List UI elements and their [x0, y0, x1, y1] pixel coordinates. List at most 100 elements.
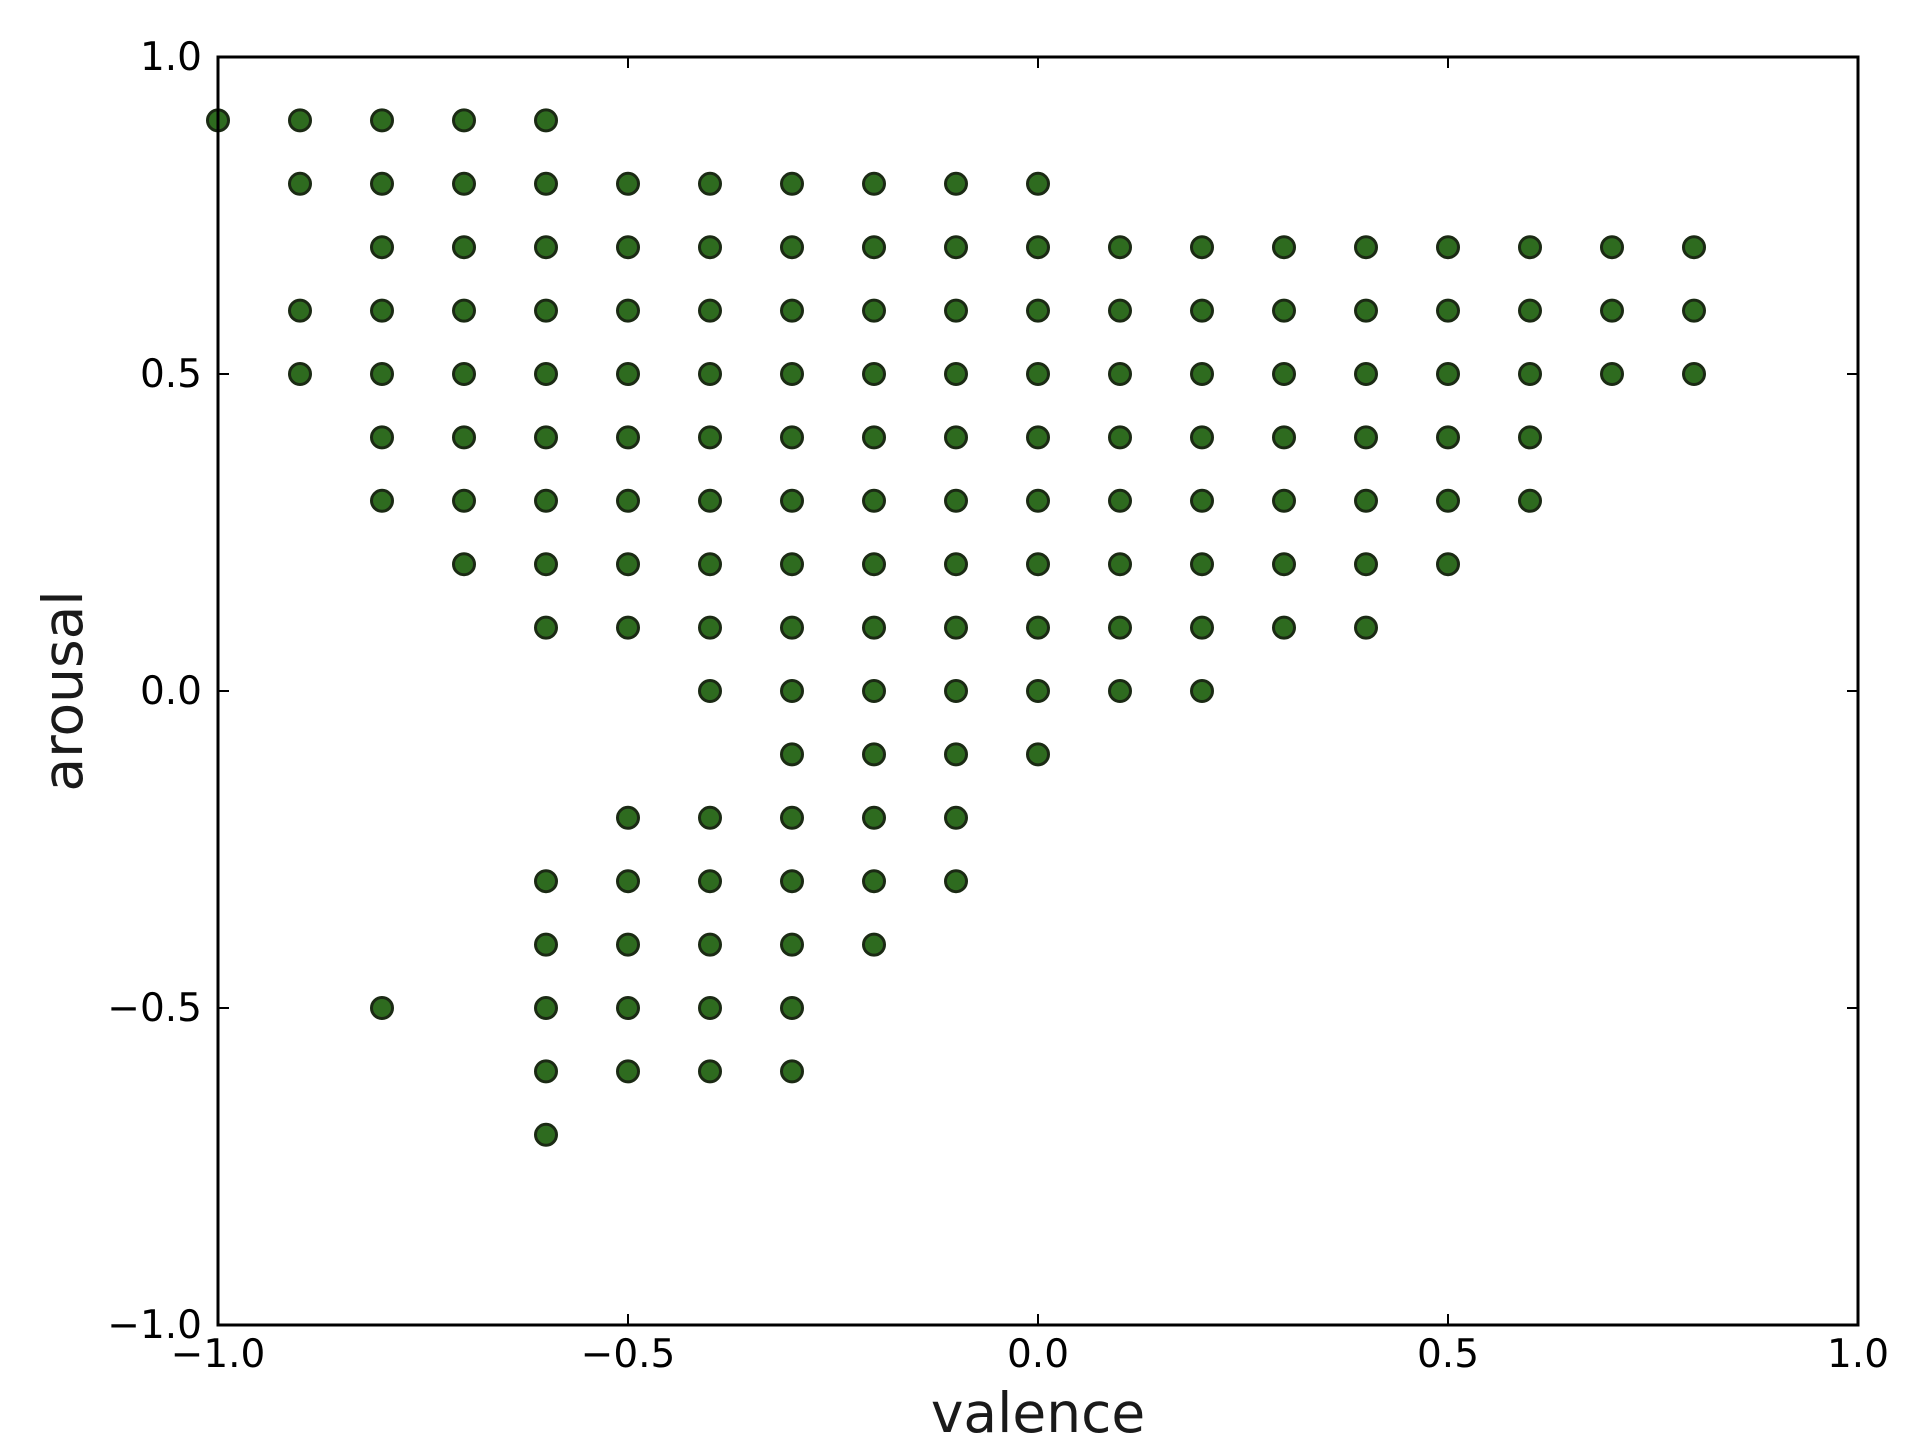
data-point [1436, 235, 1460, 260]
x-tick-label: 1.0 [1827, 1332, 1889, 1377]
data-point [698, 552, 722, 577]
data-point [288, 171, 312, 196]
data-point [1354, 425, 1378, 450]
data-point [1026, 488, 1050, 513]
data-point [616, 171, 640, 196]
data-point [944, 679, 968, 703]
data-point [1682, 298, 1706, 323]
data-point [780, 171, 804, 196]
data-point [1518, 235, 1542, 260]
data-point [370, 996, 394, 1020]
x-axis-label: valence [931, 1381, 1145, 1445]
data-point [698, 235, 722, 260]
data-point [1600, 235, 1624, 260]
data-point [616, 996, 640, 1020]
data-point [862, 425, 886, 450]
data-point [616, 235, 640, 260]
data-point [1026, 679, 1050, 703]
y-tick-label: 0.0 [140, 669, 202, 714]
data-point [1190, 552, 1214, 577]
data-point [534, 171, 558, 196]
data-point [1600, 362, 1624, 386]
data-point [698, 679, 722, 703]
data-point [452, 488, 476, 513]
data-point [452, 298, 476, 323]
data-point [1682, 235, 1706, 260]
data-point [1026, 298, 1050, 323]
data-point [780, 425, 804, 450]
data-point [1518, 362, 1542, 386]
data-point [370, 298, 394, 323]
data-point [780, 552, 804, 577]
data-point [944, 869, 968, 894]
data-point [1108, 615, 1132, 640]
data-point [1518, 488, 1542, 513]
data-point [452, 171, 476, 196]
data-point [1436, 488, 1460, 513]
data-point [862, 488, 886, 513]
data-point [616, 425, 640, 450]
data-point [1026, 615, 1050, 640]
data-point [1272, 552, 1296, 577]
data-point [370, 108, 394, 133]
axis-ticks [217, 56, 1859, 1326]
data-point [862, 615, 886, 640]
data-point [862, 552, 886, 577]
data-point [452, 425, 476, 450]
data-point [1190, 298, 1214, 323]
data-point [1682, 362, 1706, 386]
data-point [780, 488, 804, 513]
data-point [1026, 362, 1050, 386]
data-point [862, 932, 886, 957]
data-point [534, 996, 558, 1020]
data-point [944, 552, 968, 577]
x-tick-label: 0.0 [1007, 1332, 1069, 1377]
data-point [698, 171, 722, 196]
data-point [1272, 488, 1296, 513]
data-point [1108, 425, 1132, 450]
y-tick-label: 1.0 [140, 35, 202, 80]
data-point [862, 805, 886, 830]
data-point [370, 362, 394, 386]
data-point [452, 108, 476, 133]
data-point [780, 742, 804, 767]
data-point [288, 298, 312, 323]
data-point [862, 869, 886, 894]
data-point [616, 488, 640, 513]
data-point [1436, 425, 1460, 450]
x-tick-label: 0.5 [1417, 1332, 1479, 1377]
data-point [698, 932, 722, 957]
data-point [1108, 235, 1132, 260]
data-point [534, 425, 558, 450]
data-point [780, 679, 804, 703]
data-point [698, 1059, 722, 1084]
data-point [944, 488, 968, 513]
tick-labels: −1.0 −0.5 0.0 0.5 1.0 −1.0 −0.5 0.0 0.5 1.0 [107, 35, 1889, 1377]
data-point [1354, 362, 1378, 386]
data-point [1272, 615, 1296, 640]
data-point [452, 235, 476, 260]
data-point [1354, 615, 1378, 640]
y-tick-label: −0.5 [107, 986, 202, 1031]
data-point [616, 805, 640, 830]
data-point [780, 996, 804, 1020]
data-point [1026, 425, 1050, 450]
data-point [288, 362, 312, 386]
data-point [1436, 298, 1460, 323]
data-point [370, 235, 394, 260]
data-point [370, 171, 394, 196]
data-point [616, 1059, 640, 1084]
data-point [1190, 235, 1214, 260]
data-point [780, 805, 804, 830]
data-point [944, 235, 968, 260]
data-point [1518, 425, 1542, 450]
data-point [780, 1059, 804, 1084]
data-point [698, 996, 722, 1020]
data-point [534, 615, 558, 640]
data-point [534, 298, 558, 323]
data-point [1108, 552, 1132, 577]
data-point [1272, 298, 1296, 323]
data-point [862, 679, 886, 703]
